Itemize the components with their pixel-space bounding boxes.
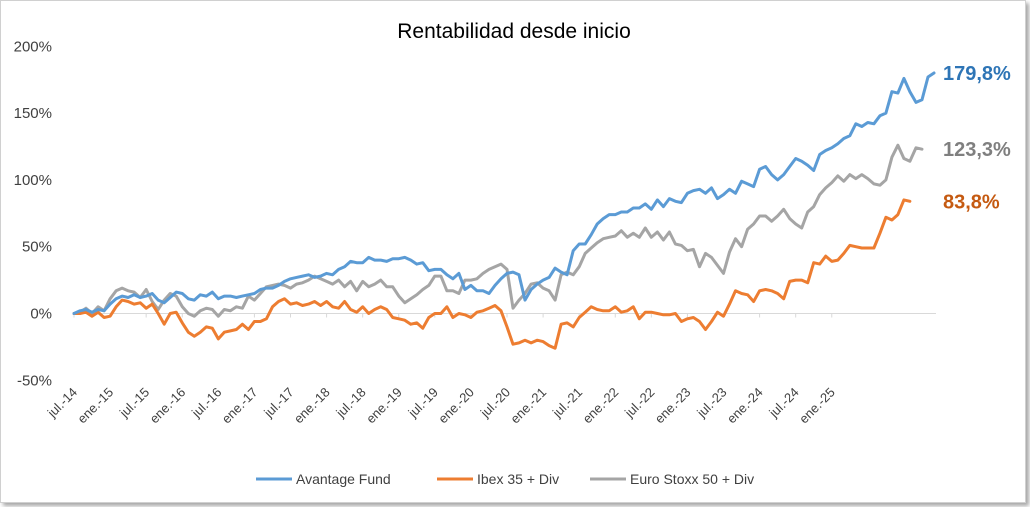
end-value-label: 179,8% [943,63,1011,85]
x-tick-label: ene.-19 [363,385,405,427]
x-tick-label: ene.-15 [74,385,116,427]
x-tick-label: ene.-25 [796,385,838,427]
x-tick-label: ene.-20 [435,385,477,427]
series-line-2 [72,143,924,318]
legend-label: Euro Stoxx 50 + Div [630,471,754,487]
y-tick-label: 100% [14,172,52,189]
y-tick-label: 200% [14,38,52,55]
y-tick-label: -50% [17,372,52,389]
end-value-label: 83,8% [943,191,1000,213]
x-tick-label: ene.-16 [147,385,189,427]
end-labels: 179,8% 83,8% 123,3% [943,63,1011,213]
chart-title: Rentabilidad desde inicio [397,20,631,43]
series-line-0 [72,71,936,315]
series-line-1 [72,198,912,350]
y-tick-label: 0% [30,306,52,323]
x-tick-label: ene.-24 [724,385,766,427]
x-tick-label: ene.-23 [652,385,694,427]
y-tick-label: 150% [14,105,52,122]
x-tick-label: ene.-18 [291,385,333,427]
legend-label: Ibex 35 + Div [477,471,559,487]
end-value-label: 123,3% [943,139,1011,161]
x-tick-label: ene.-21 [507,385,549,427]
x-tick-label: ene.-17 [219,385,261,427]
legend: Avantage Fund Ibex 35 + Div Euro Stoxx 50 … [256,471,754,487]
legend-label: Avantage Fund [296,471,391,487]
series-lines [72,71,936,350]
y-axis-ticks: -50% 0% 50% 100% 150% 200% [14,38,52,389]
y-tick-label: 50% [22,239,52,256]
x-tick-label: ene.-22 [580,385,622,427]
